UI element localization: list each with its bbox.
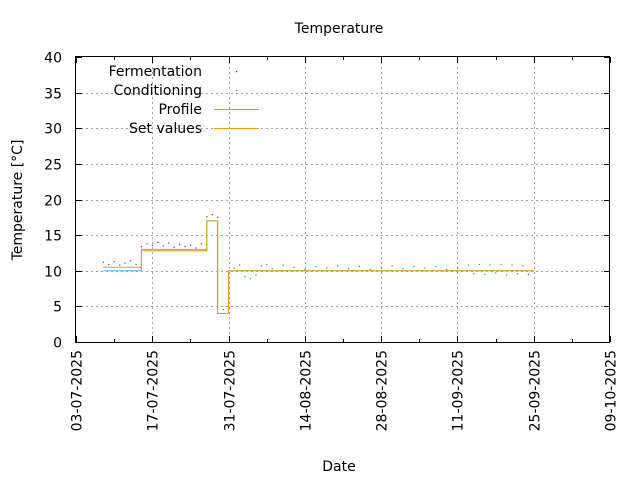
conditioning-point <box>456 266 459 268</box>
conditioning-point <box>347 268 350 270</box>
y-tick-label: 20 <box>44 194 62 210</box>
conditioning-point <box>467 264 470 266</box>
x-tick-label: 25-09-2025 <box>528 350 544 431</box>
fermentation-point <box>124 262 126 264</box>
fermentation-point <box>129 260 132 262</box>
legend-sample-fermentation <box>236 71 238 73</box>
y-tick-label: 5 <box>53 300 62 316</box>
conditioning-point <box>326 267 328 269</box>
chart-title: Temperature <box>294 21 384 37</box>
grid-lines <box>76 57 610 342</box>
conditioning-point <box>505 274 508 276</box>
fermentation-point <box>157 241 159 243</box>
y-tick-label: 40 <box>44 51 62 67</box>
legend-sample-conditioning <box>236 90 238 92</box>
conditioning-point <box>315 265 317 268</box>
conditioning-point <box>484 273 486 276</box>
fermentation-point <box>200 243 203 245</box>
conditioning-point <box>337 265 339 267</box>
conditioning-point <box>473 273 475 275</box>
legend: Fermentation Conditioning Profile Set value… <box>109 64 259 137</box>
conditioning-point <box>478 263 480 266</box>
conditioning-point <box>527 273 529 276</box>
fermentation-point <box>189 244 192 246</box>
y-tick-label: 0 <box>53 336 62 352</box>
legend-label-fermentation: Fermentation <box>109 64 202 80</box>
set-values-line <box>103 220 534 314</box>
conditioning-point <box>402 268 404 270</box>
x-tick-label: 11-09-2025 <box>451 350 467 431</box>
x-tick-label: 14-08-2025 <box>299 350 315 431</box>
x-tick-label: 09-10-2025 <box>604 350 620 431</box>
conditioning-point <box>293 266 295 268</box>
y-tick-label: 25 <box>44 158 62 174</box>
conditioning-point <box>266 263 268 266</box>
y-tick-label: 15 <box>44 229 62 245</box>
fermentation-point <box>146 243 148 245</box>
x-tick-label: 31-07-2025 <box>223 350 239 431</box>
y-axis-label: Temperature [°C] <box>10 140 26 262</box>
conditioning-point <box>495 272 497 274</box>
conditioning-point <box>238 264 241 266</box>
fermentation-point <box>151 244 153 246</box>
conditioning-point <box>249 278 252 280</box>
conditioning-point <box>255 274 257 276</box>
plot-frame <box>75 56 610 343</box>
conditioning-point <box>244 275 246 278</box>
fermentation-point <box>162 245 164 247</box>
axis-ticks: 0 5 10 15 20 25 30 35 40 03-07-2025 17-07-2025 31-0… <box>44 51 619 432</box>
conditioning-point <box>489 264 491 266</box>
conditioning-point <box>260 265 262 267</box>
conditioning-point <box>304 268 306 271</box>
y-tick-label: 30 <box>44 122 62 138</box>
profile-line <box>103 220 534 314</box>
conditioning-point <box>446 268 448 271</box>
fermentation-point <box>179 243 181 246</box>
fermentation-point <box>184 246 186 248</box>
conditioning-point <box>233 267 235 269</box>
y-tick-label: 35 <box>44 87 62 103</box>
conditioning-point <box>511 264 513 266</box>
fermentation-point <box>108 263 110 266</box>
x-tick-label: 28-08-2025 <box>375 350 391 431</box>
conditioning-point <box>522 265 524 267</box>
fermentation-point <box>135 263 137 266</box>
fermentation-point <box>168 242 170 244</box>
data-series <box>102 213 534 314</box>
conditioning-point <box>435 265 437 268</box>
fermentation-point <box>206 216 208 218</box>
conditioning-point <box>271 268 273 270</box>
x-axis-label: Date <box>322 459 355 475</box>
legend-label-profile: Profile <box>158 102 202 118</box>
x-tick-label: 17-07-2025 <box>146 350 162 431</box>
conditioning-point <box>369 268 371 271</box>
y-tick-label: 10 <box>44 265 62 281</box>
fermentation-point <box>195 247 197 249</box>
fermentation-point <box>211 213 213 216</box>
legend-label-conditioning: Conditioning <box>114 83 202 99</box>
fermentation-point <box>102 261 104 263</box>
fermentation-point <box>113 260 115 263</box>
conditioning-point <box>380 266 382 268</box>
conditioning-point <box>413 265 415 268</box>
conditioning-point <box>358 265 361 268</box>
conditioning-point <box>500 263 502 266</box>
conditioning-point <box>516 273 519 275</box>
conditioning-point <box>222 308 224 310</box>
conditioning-point <box>282 264 284 266</box>
legend-label-set-values: Set values <box>129 121 202 137</box>
conditioning-point <box>424 267 426 269</box>
conditioning-point <box>391 265 393 267</box>
fermentation-point <box>217 216 219 219</box>
fermentation-point <box>119 264 121 266</box>
fermentation-point <box>140 246 143 248</box>
fermentation-point <box>173 246 175 248</box>
x-tick-label: 03-07-2025 <box>70 350 86 431</box>
